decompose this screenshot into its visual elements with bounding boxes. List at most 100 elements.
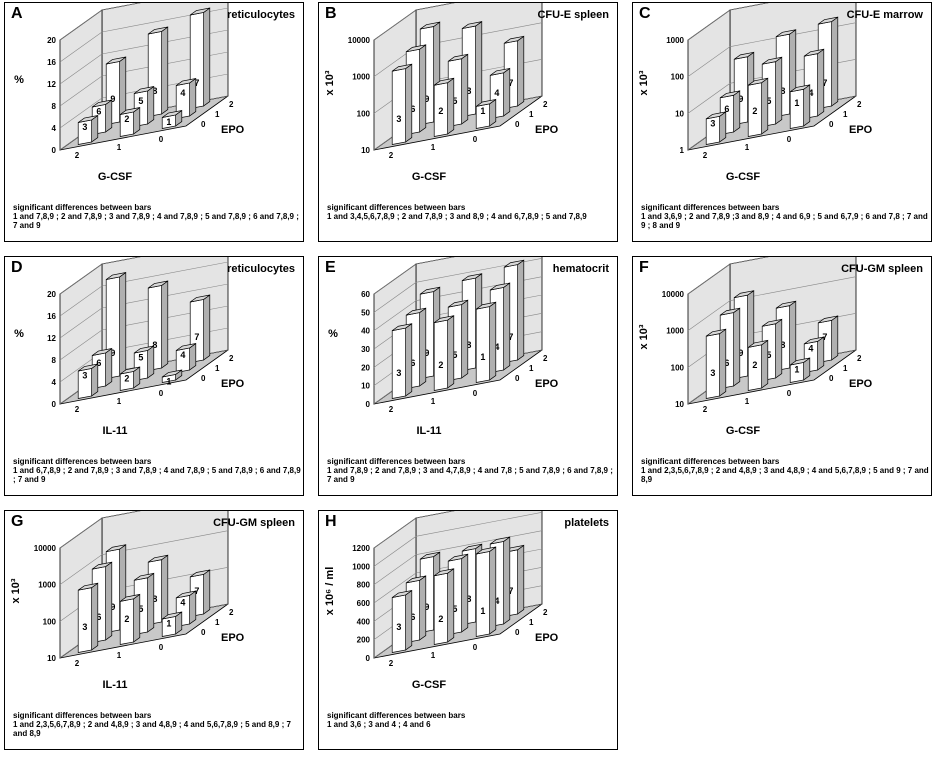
- z-level-label: 2: [857, 354, 862, 363]
- y-axis-label: x 10³: [324, 70, 336, 95]
- y-tick-label: 100: [43, 617, 57, 626]
- y-tick-label: 0: [366, 654, 371, 663]
- bar-top: [391, 63, 413, 72]
- bar-label: 3: [82, 622, 87, 632]
- bar-top: [77, 582, 99, 591]
- bar-label: 2: [752, 360, 757, 370]
- bar-front: [475, 306, 490, 383]
- y-tick-label: 60: [361, 290, 370, 299]
- bar-label: 6: [96, 358, 101, 368]
- bar-label: 1: [166, 117, 171, 127]
- bar-label: 3: [396, 114, 401, 124]
- bar-label: 2: [438, 360, 443, 370]
- significance-header: significant differences between bars: [641, 457, 780, 466]
- y-tick-label: 100: [357, 109, 371, 118]
- bar-label: 1: [794, 98, 799, 108]
- x-level-label: 2: [389, 659, 394, 668]
- y-tick-label: 8: [52, 102, 57, 111]
- bar-label: 4: [808, 344, 813, 354]
- bar-top: [405, 575, 427, 584]
- bar-side: [503, 282, 511, 371]
- bar-top: [719, 307, 741, 316]
- bar-top: [447, 553, 469, 562]
- x-level-label: 1: [745, 143, 750, 152]
- bar-label: 9: [110, 348, 115, 358]
- bar-top: [133, 345, 155, 354]
- bar-top: [461, 543, 483, 552]
- bar-label: 3: [396, 622, 401, 632]
- bar-label: 1: [794, 365, 799, 375]
- bar-label: 9: [738, 94, 743, 104]
- bar-top: [475, 546, 497, 555]
- z-axis-label: EPO: [849, 124, 873, 136]
- bar-label: 3: [396, 368, 401, 378]
- bar-label: 6: [96, 107, 101, 117]
- bar-2: 2: [119, 366, 141, 391]
- bar-label: 1: [480, 606, 485, 616]
- z-level-label: 2: [229, 608, 234, 617]
- bar-top: [419, 286, 441, 295]
- gridline: [373, 512, 543, 567]
- significance-header: significant differences between bars: [13, 203, 152, 212]
- bar-3: 3: [77, 363, 99, 399]
- x-axis-label: G-CSF: [412, 679, 447, 691]
- gridline: [373, 258, 543, 313]
- y-tick-label: 100: [671, 363, 685, 372]
- bar-top: [161, 110, 183, 118]
- bar-top: [189, 294, 211, 303]
- z-level-label: 1: [215, 110, 220, 119]
- bar-side: [161, 26, 169, 115]
- bar-label: 3: [82, 371, 87, 381]
- x-level-label: 2: [703, 405, 708, 414]
- bar-5: 5: [761, 318, 783, 381]
- x-level-label: 2: [75, 405, 80, 414]
- bar-side: [503, 67, 511, 117]
- bar-3: 3: [77, 582, 99, 653]
- bar-top: [817, 315, 839, 324]
- z-axis-label: EPO: [221, 378, 245, 390]
- bar-6: 6: [405, 575, 427, 643]
- y-tick-label: 40: [361, 327, 370, 336]
- x-level-label: 1: [745, 397, 750, 406]
- y-tick-label: 20: [47, 36, 56, 45]
- x-level-label: 0: [787, 135, 792, 144]
- bar-top: [775, 29, 797, 38]
- significance-text: 1 and 2,3,5,6,7,8,9 ; 2 and 4,8,9 ; 3 an…: [13, 720, 291, 738]
- bar-label: 1: [166, 377, 171, 387]
- y-tick-label: 1000: [38, 581, 56, 590]
- bar-label: 5: [766, 350, 771, 360]
- z-level-label: 2: [229, 354, 234, 363]
- z-level-label: 1: [843, 364, 848, 373]
- z-axis-label: EPO: [535, 124, 559, 136]
- bar-top: [705, 328, 727, 337]
- bar-label: 5: [452, 604, 457, 614]
- bar-side: [133, 593, 141, 643]
- panel-f: 10 100 1000 10000 x 10³ 2 1 0 0 1 2 G-CSF EPO 9 8 7 6 5 4 3…: [632, 256, 932, 496]
- significance-text: 1 and 2,3,5,6,7,8,9 ; 2 and 4,8,9 ; 3 an…: [641, 466, 929, 484]
- bar-top: [489, 282, 511, 291]
- y-tick-label: 1200: [352, 544, 370, 553]
- bar-top: [489, 536, 511, 545]
- significance-text: 1 and 7,8,9 ; 2 and 7,8,9 ; 3 and 7,8,9 …: [13, 212, 299, 230]
- x-level-label: 2: [703, 151, 708, 160]
- bar-side: [105, 561, 113, 641]
- y-tick-label: 12: [47, 80, 56, 89]
- y-tick-label: 16: [47, 58, 56, 67]
- bar-label: 8: [466, 86, 471, 96]
- significance-note: significant differences between bars 1 an…: [641, 203, 931, 230]
- bar-side: [803, 84, 811, 127]
- x-level-label: 2: [75, 151, 80, 160]
- y-axis-label: x 10³: [638, 324, 650, 349]
- bar-side: [419, 307, 427, 387]
- bar-side: [719, 328, 727, 397]
- y-tick-label: 200: [357, 636, 371, 645]
- bar-2: 2: [433, 315, 455, 391]
- bar-label: 1: [480, 352, 485, 362]
- x-level-label: 1: [117, 143, 122, 152]
- y-tick-label: 10000: [662, 290, 685, 299]
- bar-top: [105, 544, 127, 553]
